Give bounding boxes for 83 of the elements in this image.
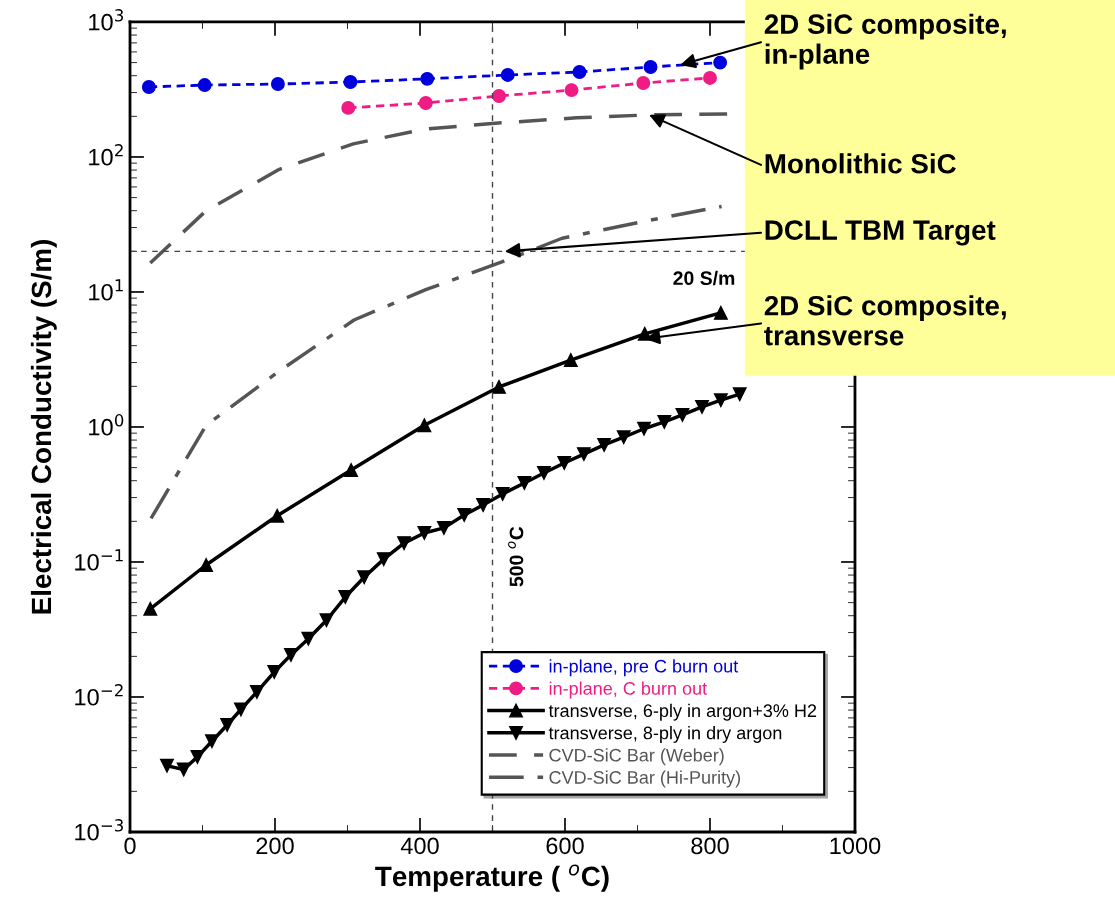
point: [703, 70, 717, 85]
point: [563, 353, 578, 368]
y-tick-label: 10$^{2}$: [89, 144, 123, 166]
point: [713, 393, 728, 408]
point: [572, 65, 587, 79]
y-tick-label: 10$^{−1}$: [75, 549, 123, 571]
point: [341, 100, 356, 115]
y-tick-label: 10$^{0}$: [89, 414, 124, 436]
point: [338, 590, 353, 604]
x-tick-label: 400: [400, 837, 439, 855]
point: [695, 399, 709, 414]
legend-label: in-plane, C burn out: [549, 681, 707, 699]
x-tick-label: 200: [256, 837, 294, 855]
point: [344, 463, 359, 477]
annotation: Monolithic SiC: [765, 153, 956, 174]
point: [436, 520, 451, 535]
point: [199, 558, 214, 572]
point: [220, 718, 235, 732]
point: [500, 68, 515, 82]
point: [492, 379, 506, 394]
x-tick-label: 800: [691, 837, 729, 855]
legend-label: CVD-SiC Bar (Weber): [549, 748, 724, 766]
point: [267, 665, 282, 679]
point: [675, 407, 690, 422]
point: [343, 75, 358, 89]
point: [284, 647, 298, 662]
x-tick-label: 600: [546, 837, 584, 855]
point: [517, 475, 532, 490]
point: [197, 78, 212, 92]
point: [476, 498, 491, 513]
y-tick-label: 10$^{−2}$: [75, 684, 123, 706]
point: [637, 326, 652, 341]
point: [319, 613, 334, 628]
point: [637, 421, 651, 436]
point: [417, 418, 432, 433]
legend-label: transverse, 6-ply in argon+3% H2: [548, 703, 817, 721]
x-axis-title: Temperature ( $^{o}$C): [375, 864, 609, 892]
point: [176, 762, 191, 777]
annotation: DCLL TBM Target: [765, 220, 996, 246]
point: [418, 96, 433, 110]
point: [657, 414, 672, 429]
legend-label: CVD-SiC Bar (Hi-Purity): [549, 770, 741, 788]
point: [143, 601, 158, 616]
ref-line-label: 20 S/m: [673, 270, 735, 286]
point: [357, 570, 372, 585]
legend-label: in-plane, pre C burn out: [549, 659, 739, 677]
point: [420, 71, 435, 86]
point: [713, 305, 728, 320]
point: [537, 466, 551, 480]
point: [457, 508, 472, 522]
point: [616, 430, 631, 445]
ref-line-label: 500 $^{o}$C: [508, 526, 524, 587]
annotation: 2D SiC composite, in-plane: [764, 13, 1006, 70]
legend-label: transverse, 8-ply in dry argon: [548, 726, 782, 743]
point: [397, 536, 411, 551]
point: [636, 76, 651, 90]
point: [713, 55, 728, 70]
y-tick-label: 10$^{−3}$: [75, 819, 123, 841]
point: [141, 80, 156, 94]
point: [417, 526, 432, 540]
point: [301, 631, 316, 646]
point: [160, 758, 174, 773]
point: [492, 89, 506, 103]
point: [270, 508, 285, 523]
point: [564, 83, 579, 98]
point: [732, 387, 747, 402]
point: [376, 552, 391, 567]
x-tick-label: 0: [124, 837, 136, 855]
point: [597, 438, 612, 452]
point: [557, 456, 572, 470]
point: [249, 684, 264, 699]
point: [576, 447, 591, 462]
annotation: 2D SiC composite, transverse: [764, 295, 1006, 346]
point: [643, 60, 658, 74]
point: [270, 77, 285, 91]
point: [233, 702, 248, 717]
x-tick-label: 1000: [830, 837, 881, 855]
y-tick-label: 10$^{3}$: [89, 9, 124, 31]
y-tick-label: 10$^{1}$: [89, 279, 123, 301]
point: [204, 734, 219, 749]
point: [495, 487, 510, 501]
point: [190, 749, 205, 764]
y-axis-title: Electrical Conductivity (S/m): [30, 240, 57, 614]
